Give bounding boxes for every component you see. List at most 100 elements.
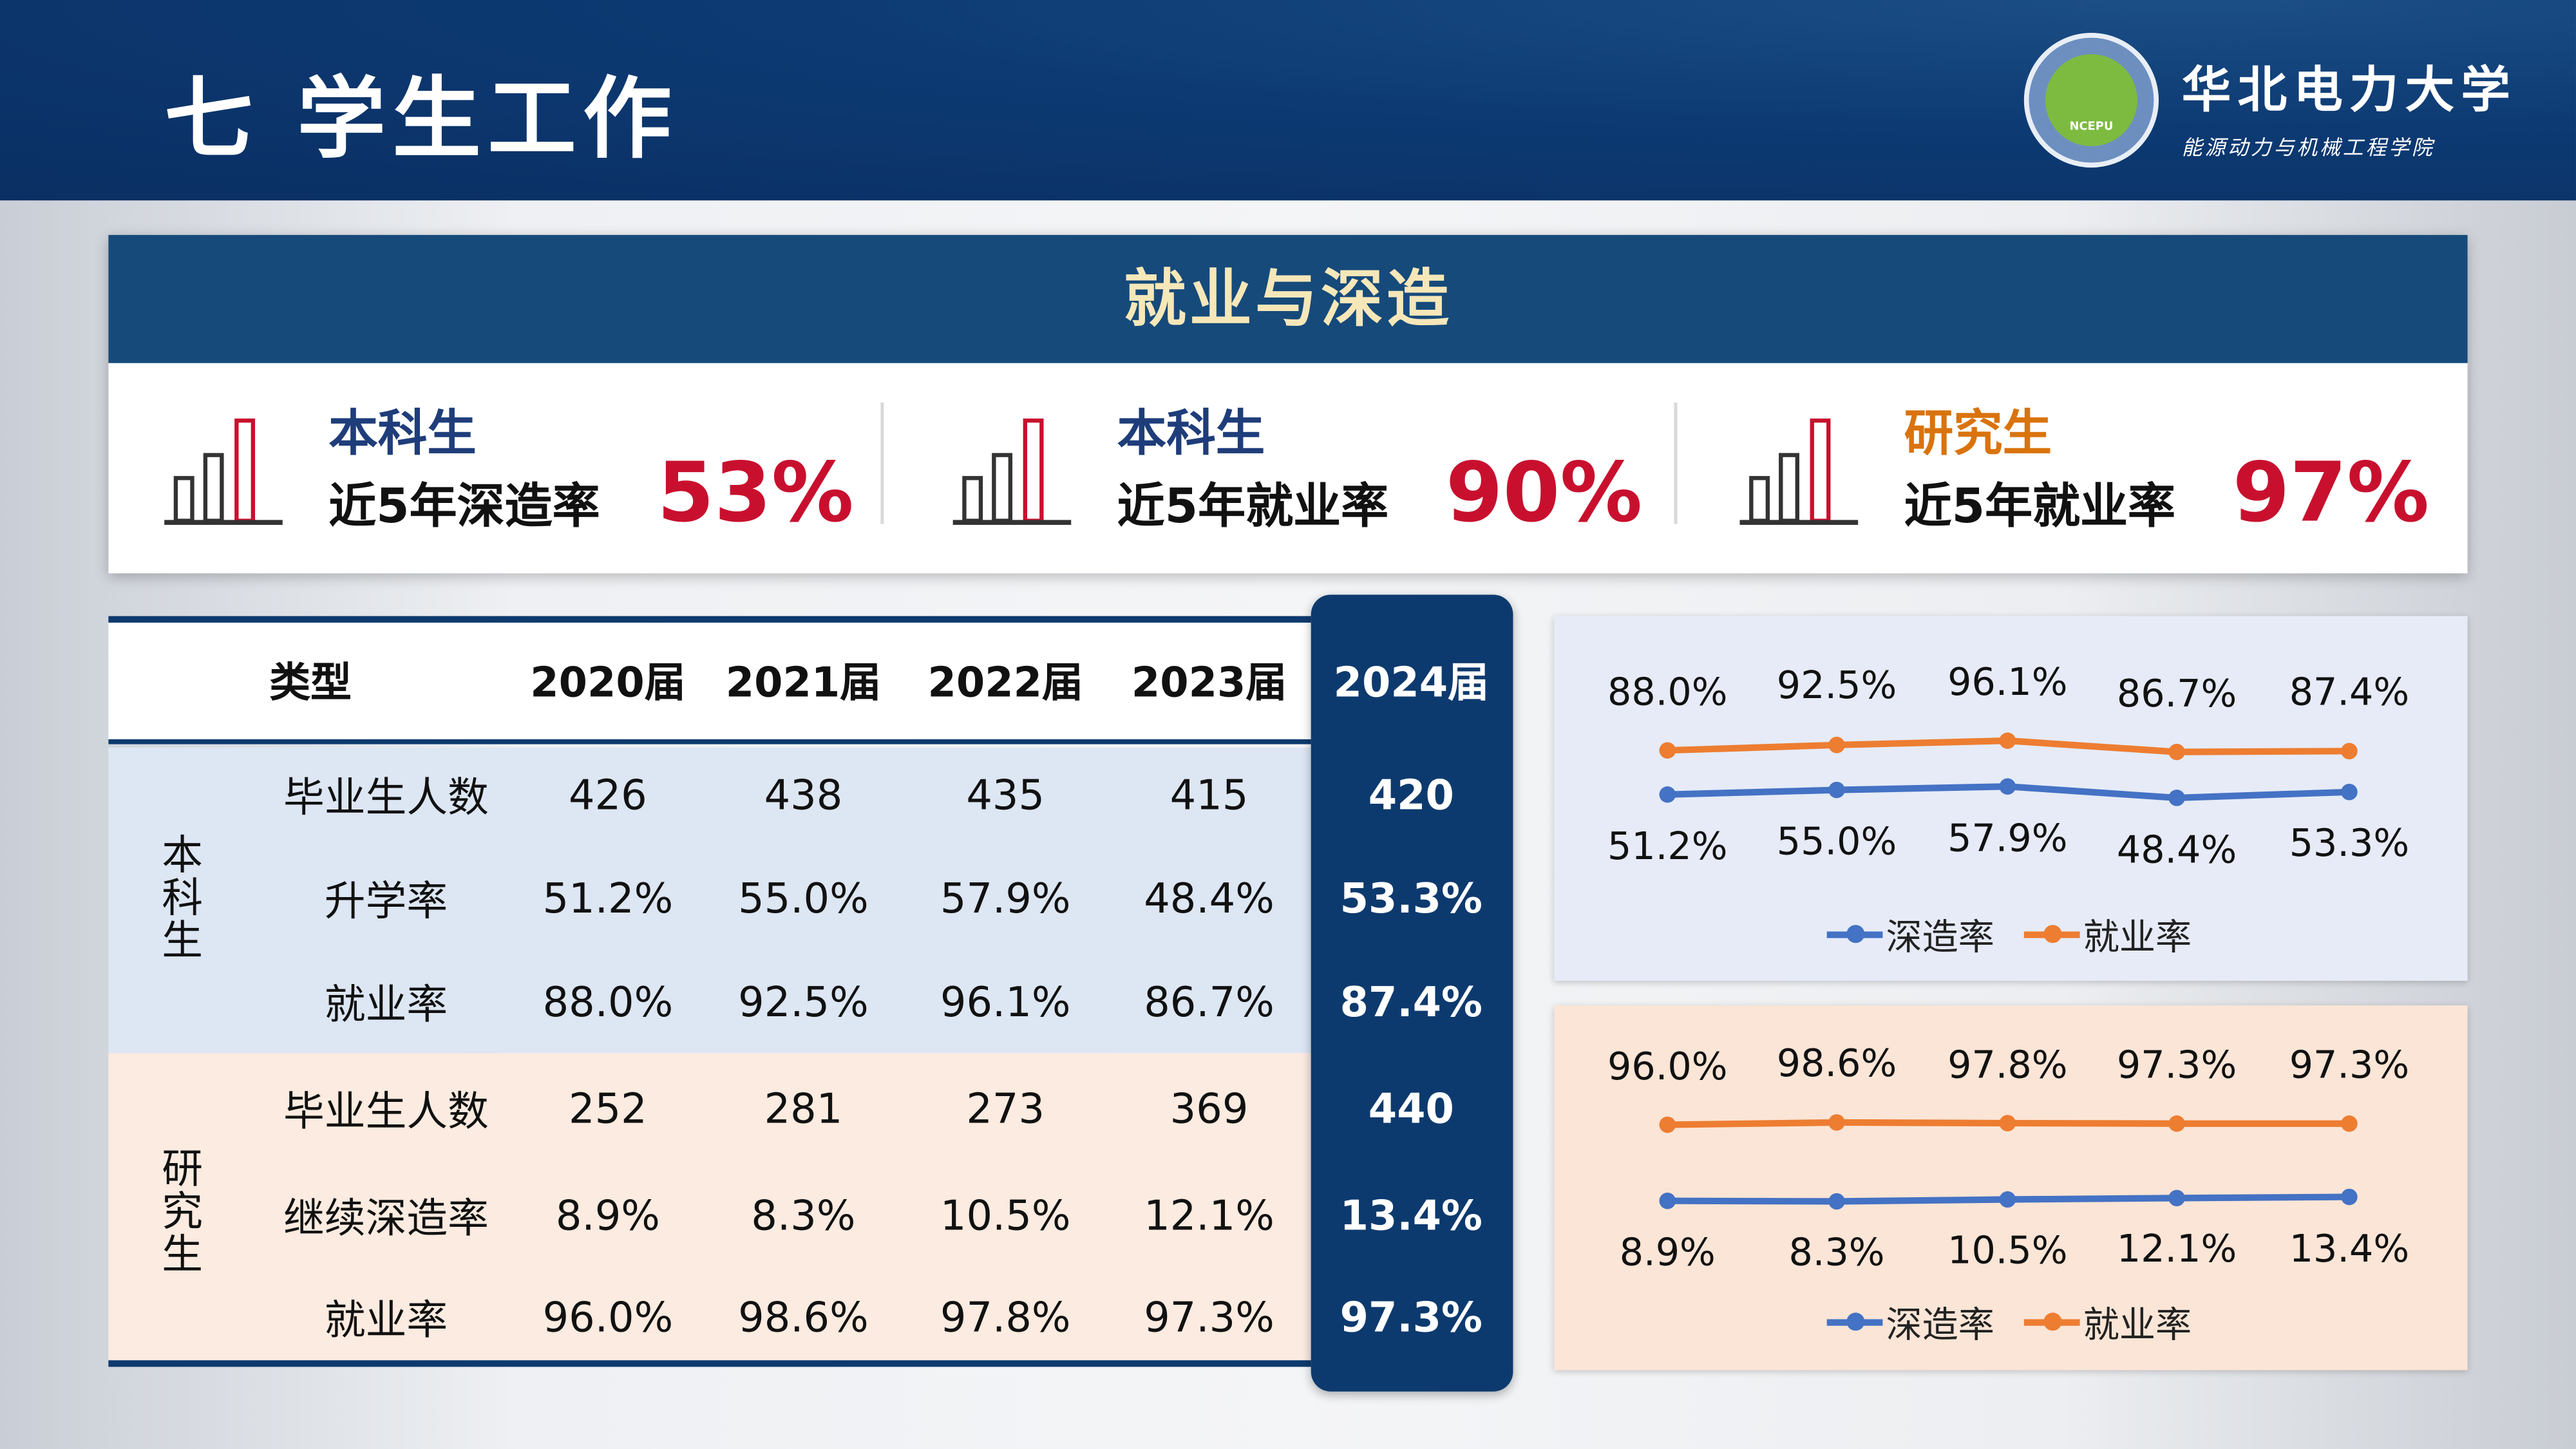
legend-label: 深造率 [1886,1306,1994,1347]
data-label: 97.3% [2289,1045,2410,1088]
column-header: 类型 [269,658,352,706]
stat-label: 近5年就业率 [1117,478,1389,535]
stat-group: 本科生 [1117,406,1265,464]
table-cell: 415 [1170,771,1249,819]
legend-item: 就业率 [2023,1296,2192,1349]
row-label: 毕业生人数 [283,1087,489,1135]
legend-label: 就业率 [2083,918,2192,960]
banner-title: 就业与深造 [108,234,2468,363]
row-label: 就业率 [324,980,448,1028]
column-header: 2022届 [927,658,1083,706]
data-point [2341,1188,2358,1206]
bar-chart-icon [952,418,1072,526]
data-point [1999,778,2016,795]
stat-value: 53% [657,445,854,541]
table-cell: 252 [569,1084,647,1133]
legend-item: 就业率 [2023,909,2192,961]
table-cell: 92.5% [738,978,869,1027]
stat-value: 90% [1445,445,1643,541]
highlight-column-2024 [1311,594,1513,1392]
table-cell: 273 [966,1084,1045,1133]
data-point [1999,1191,2016,1208]
undergrad-rate-chart: 51.2% 55.0% 57.9% 48.4% 53.3% 88.0% 92.5% 96.1%… [1554,616,2468,981]
data-label: 12.1% [2116,1229,2237,1273]
data-label: 88.0% [1607,671,1728,715]
legend-swatch [1826,1312,1883,1331]
table-cell: 8.9% [555,1191,660,1240]
stat-value: 97% [2232,445,2430,541]
data-label: 98.6% [1776,1043,1897,1086]
table-cell: 438 [764,771,843,819]
table-cell: 420 [1368,771,1454,819]
table-cell: 369 [1170,1084,1249,1133]
data-point [1999,1115,2016,1132]
data-label: 51.2% [1607,826,1728,869]
table-cell: 10.5% [940,1191,1071,1240]
line-chart [1659,732,2358,806]
column-header: 2021届 [725,658,882,706]
university-logo: NCEPU [2023,33,2159,168]
stat-label: 近5年深造率 [328,478,600,535]
stat-label: 近5年就业率 [1904,478,2176,535]
legend-label: 深造率 [1886,918,1994,960]
header-bar: 七 学生工作 NCEPU 华北电力大学 能源动力与机械工程学院 [0,0,2576,201]
table-cell: 96.0% [542,1293,674,1341]
data-point [1828,1114,1845,1131]
table-cell: 426 [569,771,647,819]
data-label: 55.0% [1776,821,1897,864]
data-point [1828,1193,1845,1210]
data-label: 86.7% [2116,673,2237,716]
table-cell: 98.6% [738,1293,869,1341]
data-point [1659,742,1676,759]
table-cell: 53.3% [1340,875,1482,923]
table-cell: 87.4% [1340,978,1482,1027]
chart-legend: 深造率 就业率 [1826,1296,2221,1349]
data-point [1999,732,2016,749]
data-label: 48.4% [2116,829,2237,872]
table-cell: 435 [966,771,1045,819]
data-point [1659,786,1676,803]
group-label: 研究生 [162,1145,204,1278]
data-point [2168,1189,2185,1207]
table-cell: 440 [1368,1084,1454,1133]
table-cell: 97.8% [940,1293,1071,1341]
data-point [2168,1115,2185,1132]
table-header [108,616,1311,744]
legend-swatch [1826,925,1883,943]
legend-item: 深造率 [1826,1296,1994,1349]
stat-grad-employ: 研究生 近5年就业率 97% [1684,363,2456,574]
table-cell: 57.9% [940,875,1071,923]
grad-rate-chart: 8.9% 8.3% 10.5% 12.1% 13.4% 96.0% 98.6% 97.8% 97… [1554,1005,2468,1370]
column-header: 2024届 [1333,658,1489,706]
row-label: 升学率 [324,877,448,925]
divider [880,402,884,524]
logo-text: NCEPU [2045,54,2137,147]
legend-item: 深造率 [1826,909,1994,961]
data-point [2341,1115,2358,1132]
data-point [1659,1192,1676,1209]
data-point [1828,737,1845,753]
bar-chart-icon [164,418,283,526]
university-name: 华北电力大学 [2181,62,2517,120]
table-cell: 51.2% [542,875,674,923]
chart-legend: 深造率 就业率 [1826,909,2221,961]
stat-group: 本科生 [328,406,477,464]
row-label: 毕业生人数 [283,773,489,822]
data-point [2341,743,2358,760]
table-cell: 97.3% [1144,1293,1274,1341]
divider [1674,402,1678,524]
data-label: 97.8% [1947,1044,2068,1087]
data-label: 87.4% [2289,672,2410,715]
group-label: 本科生 [162,831,204,965]
table-cell: 13.4% [1340,1191,1482,1240]
table-cell: 86.7% [1144,978,1274,1027]
page-title: 七 学生工作 [164,67,679,171]
table-cell: 48.4% [1144,875,1274,923]
data-label: 8.9% [1619,1232,1716,1275]
table-cell: 281 [764,1084,843,1133]
data-point [2168,743,2185,761]
stat-group: 研究生 [1904,406,2052,464]
grad-section [108,1053,1311,1367]
data-point [2341,784,2358,800]
